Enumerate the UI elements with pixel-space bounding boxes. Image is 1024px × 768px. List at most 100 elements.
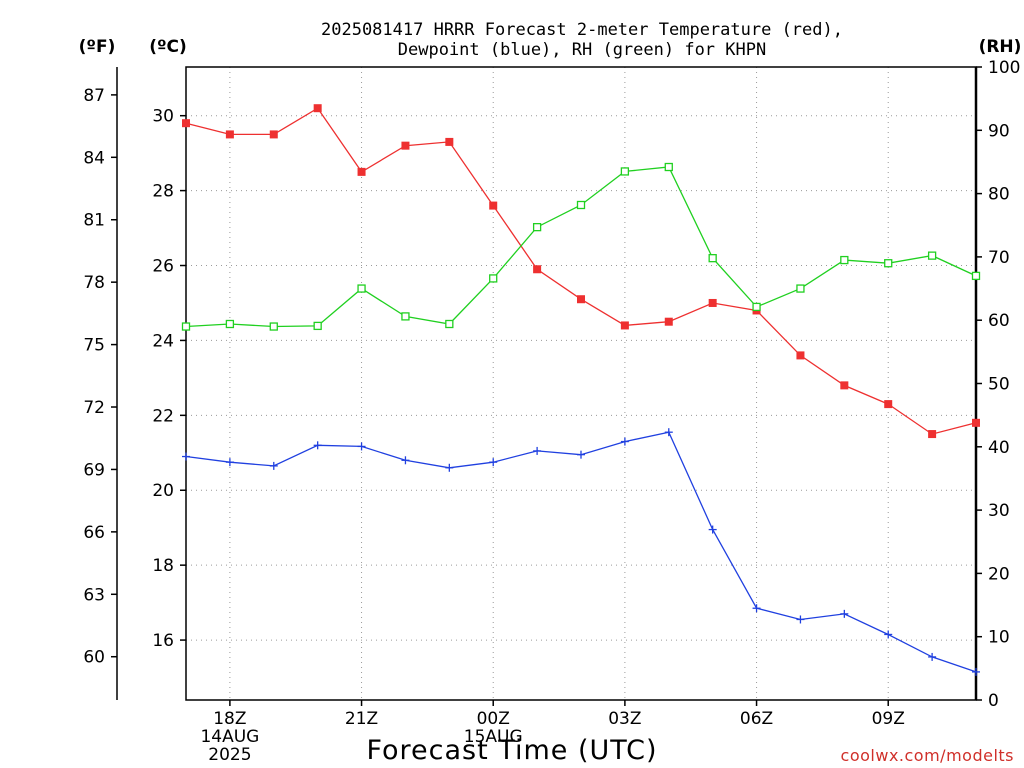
temperature-point xyxy=(182,119,190,128)
dewpoint-point xyxy=(840,609,849,618)
temperature-point xyxy=(884,400,893,409)
fahrenheit-tick-label: 66 xyxy=(83,523,105,543)
rh-point xyxy=(357,284,366,293)
dewpoint-point xyxy=(577,450,585,459)
rh-point xyxy=(269,322,278,331)
rh-tick-label: 50 xyxy=(988,375,1010,395)
rh-point xyxy=(313,321,322,331)
fahrenheit-tick-label: 63 xyxy=(83,585,105,605)
dewpoint-point xyxy=(445,463,454,472)
x-tick-label: 03Z xyxy=(608,709,641,729)
temperature-point xyxy=(533,265,542,274)
celsius-tick-label: 18 xyxy=(152,556,174,576)
dewpoint-point xyxy=(182,452,190,461)
celsius-tick-label: 30 xyxy=(152,107,174,127)
data-series xyxy=(181,104,981,676)
temperature-point xyxy=(269,130,278,139)
rh-tick-label: 100 xyxy=(988,58,1020,78)
rh-axis-unit: (RH) xyxy=(979,37,1022,57)
rh-point xyxy=(796,284,805,293)
x-tick-date-label: 15AUG xyxy=(464,727,523,747)
fahrenheit-tick-label: 60 xyxy=(83,648,105,668)
rh-tick-label: 80 xyxy=(988,185,1010,205)
rh-point xyxy=(532,222,542,232)
dewpoint-point xyxy=(708,525,717,534)
rh-point xyxy=(927,251,937,260)
dewpoint-point xyxy=(664,428,673,437)
rh-tick-label: 10 xyxy=(988,628,1010,648)
temperature-point xyxy=(840,381,849,390)
fahrenheit-tick-label: 87 xyxy=(83,86,105,106)
fahrenheit-tick-label: 84 xyxy=(83,148,105,168)
rh-tick-label: 70 xyxy=(988,248,1010,268)
rh-point xyxy=(752,302,761,312)
temperature-point xyxy=(708,298,717,307)
celsius-tick-label: 16 xyxy=(152,631,174,651)
temperature-point xyxy=(401,141,410,150)
rh-tick-label: 0 xyxy=(988,691,999,711)
x-tick-date-label: 14AUG xyxy=(200,727,259,747)
rh-point xyxy=(840,255,849,265)
x-tick-label: 00Z xyxy=(477,709,510,729)
celsius-tick-label: 26 xyxy=(152,257,174,277)
temperature-point xyxy=(225,130,234,139)
rh-point xyxy=(225,319,235,329)
x-tick-label: 18Z xyxy=(213,709,246,729)
rh-tick-label: 90 xyxy=(988,121,1010,141)
rh-point xyxy=(620,167,630,176)
rh-point xyxy=(445,319,454,329)
temperature-point xyxy=(577,295,585,304)
x-tick-year-label: 2025 xyxy=(208,745,251,765)
dewpoint-point xyxy=(796,615,805,624)
temperature-point xyxy=(796,351,805,360)
temperature-point xyxy=(445,137,454,146)
x-tick-label: 21Z xyxy=(345,709,378,729)
fahrenheit-axis-unit: (ºF) xyxy=(79,37,116,57)
temperature-point xyxy=(489,201,498,210)
dewpoint-point xyxy=(225,458,234,467)
celsius-tick-label: 24 xyxy=(152,331,174,351)
rh-tick-label: 30 xyxy=(988,501,1010,521)
x-tick-label: 06Z xyxy=(740,709,773,729)
axes: 16 18 20 22 24 26 28 30 60 63 66 69 72 75 78 81 84 87 0 10 2… xyxy=(83,58,1020,765)
temperature-point xyxy=(972,418,980,427)
rh-point xyxy=(664,162,673,172)
dewpoint-point xyxy=(533,446,542,455)
rh-point xyxy=(489,274,498,283)
x-axis-label: Forecast Time (UTC) xyxy=(366,735,657,766)
dewpoint-point xyxy=(401,456,410,465)
dewpoint-point xyxy=(489,458,498,467)
dewpoint-point xyxy=(752,604,761,613)
celsius-tick-label: 22 xyxy=(152,406,174,426)
chart-title-line-1: 2025081417 HRRR Forecast 2-meter Tempera… xyxy=(321,20,843,40)
rh-point xyxy=(708,254,717,263)
chart-title-line-2: Dewpoint (blue), RH (green) for KHPN xyxy=(398,40,766,60)
temperature-point xyxy=(928,430,937,439)
rh-point xyxy=(576,200,586,210)
fahrenheit-tick-label: 81 xyxy=(83,211,105,231)
rh-point xyxy=(401,312,410,321)
x-tick-label: 09Z xyxy=(872,709,905,729)
temperature-point xyxy=(313,104,322,113)
fahrenheit-tick-label: 75 xyxy=(83,336,105,356)
dewpoint-point xyxy=(928,652,937,661)
celsius-axis-unit: (ºC) xyxy=(149,37,187,57)
temperature-point xyxy=(620,321,629,330)
temperature-point xyxy=(664,317,673,326)
rh-point xyxy=(181,322,191,331)
dewpoint-point xyxy=(357,442,366,451)
temperature-point xyxy=(357,167,366,176)
fahrenheit-tick-label: 72 xyxy=(83,398,105,418)
dewpoint-point xyxy=(884,630,893,639)
dewpoint-point xyxy=(313,441,322,450)
rh-tick-label: 60 xyxy=(988,311,1010,331)
rh-tick-label: 20 xyxy=(988,564,1010,584)
rh-point xyxy=(884,259,893,268)
celsius-tick-label: 28 xyxy=(152,182,174,202)
fahrenheit-tick-label: 78 xyxy=(83,273,105,293)
rh-tick-label: 40 xyxy=(988,438,1010,458)
rh-point xyxy=(971,271,981,281)
celsius-tick-label: 20 xyxy=(152,481,174,501)
fahrenheit-tick-label: 69 xyxy=(83,460,105,480)
